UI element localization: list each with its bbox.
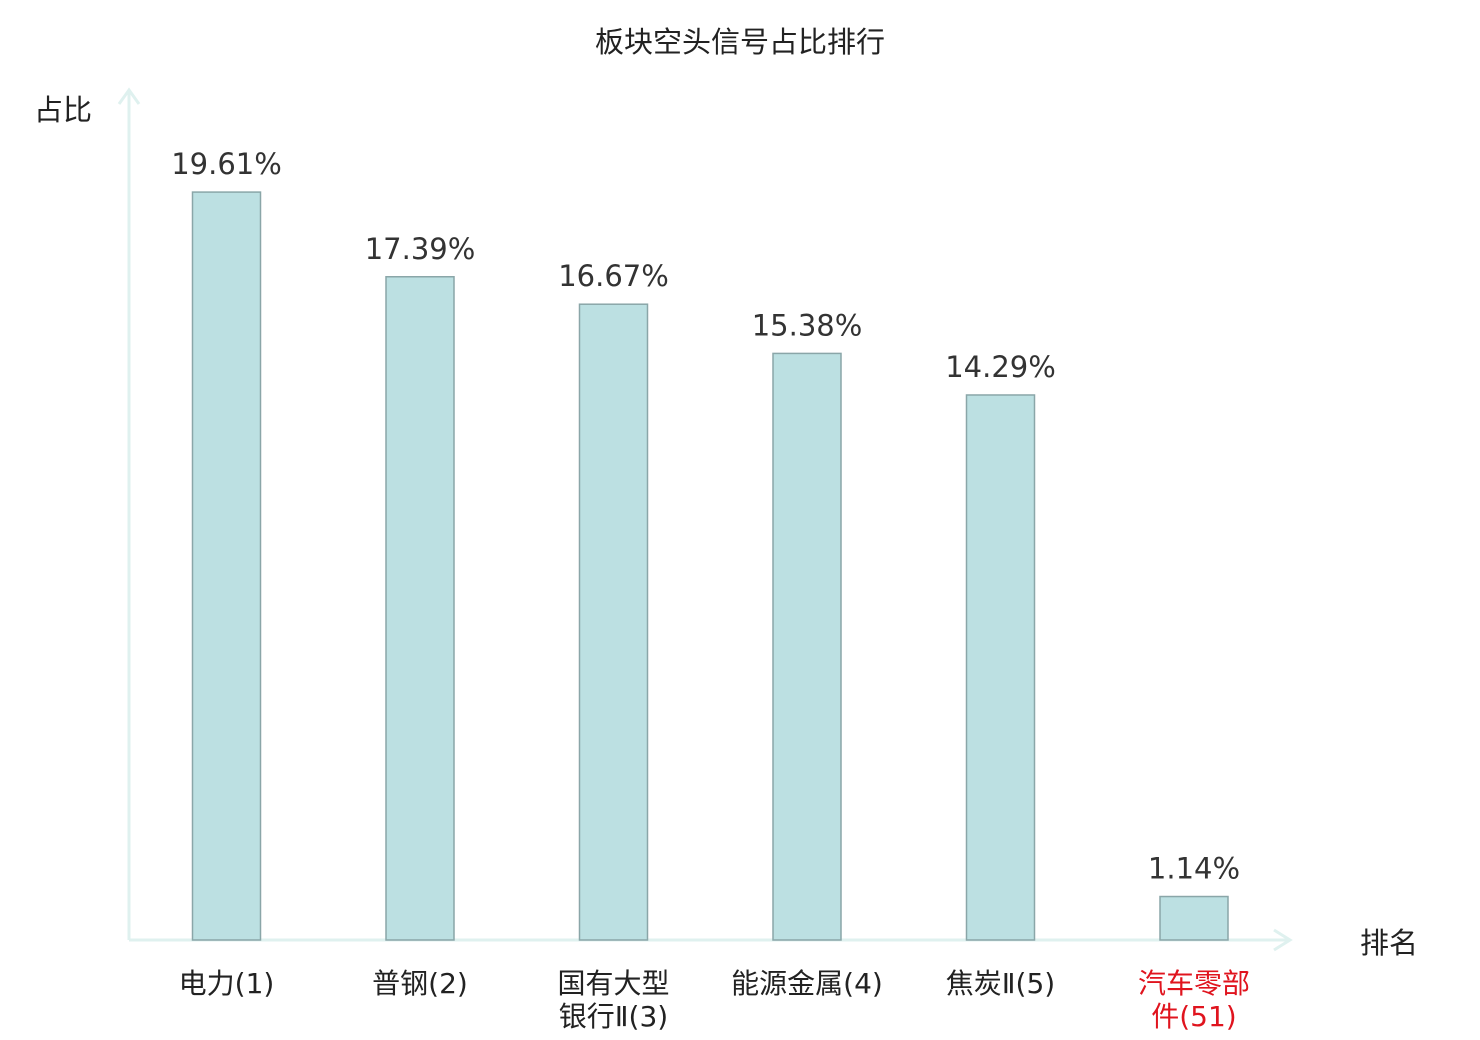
x-axis-arrow-icon bbox=[1273, 928, 1293, 952]
y-axis-arrow-icon bbox=[117, 87, 141, 105]
bar bbox=[385, 276, 455, 941]
bar-value-label: 19.61% bbox=[171, 147, 282, 181]
x-tick-label: 焦炭Ⅱ(5) bbox=[946, 967, 1055, 1000]
bar-value-label: 15.38% bbox=[752, 308, 863, 342]
x-tick-label: 银行Ⅱ(3) bbox=[559, 1000, 668, 1033]
x-tick-label: 能源金属(4) bbox=[731, 967, 883, 1000]
bar-value-label: 14.29% bbox=[945, 350, 1056, 384]
x-axis-label: 排名 bbox=[1360, 926, 1418, 960]
x-tick-label: 电力(1) bbox=[179, 967, 275, 1000]
bar bbox=[772, 352, 842, 941]
x-tick-label: 普钢(2) bbox=[372, 967, 468, 1000]
chart-title: 板块空头信号占比排行 bbox=[595, 25, 885, 59]
bar bbox=[578, 303, 649, 941]
x-tick-label: 件(51) bbox=[1151, 1000, 1236, 1033]
bar-value-label: 17.39% bbox=[365, 232, 476, 266]
bar bbox=[1159, 895, 1229, 941]
bar-value-label: 1.14% bbox=[1148, 852, 1240, 886]
x-tick-label: 汽车零部 bbox=[1138, 967, 1250, 1000]
x-tick-label: 国有大型 bbox=[557, 967, 669, 1000]
bar bbox=[965, 394, 1036, 941]
bar bbox=[191, 191, 262, 941]
y-axis-label: 占比 bbox=[34, 93, 92, 127]
bar-value-label: 16.67% bbox=[558, 259, 669, 293]
